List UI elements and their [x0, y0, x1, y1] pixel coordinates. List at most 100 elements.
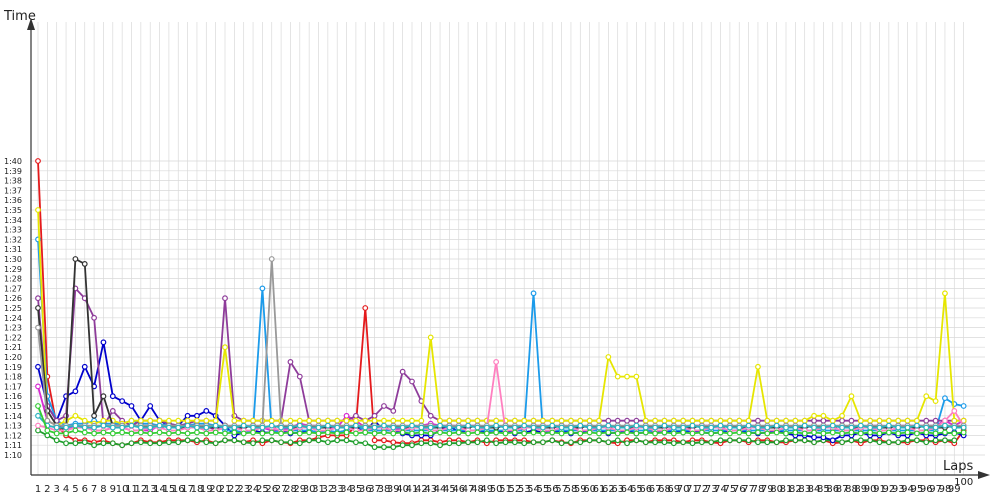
x-tick-label: 55: [537, 484, 550, 495]
data-point: [558, 430, 565, 437]
data-point: [511, 417, 518, 424]
data-point: [577, 430, 584, 437]
x-tick-label: 88: [845, 484, 858, 495]
x-tick-label: 73: [705, 484, 718, 495]
data-point: [268, 422, 275, 429]
x-tick-label: 63: [611, 484, 624, 495]
x-tick-labels: 1 2 3 4 5 6 7 8 9 1011121314151617181920212223242…: [35, 477, 973, 495]
y-tick-label: 1:10: [4, 451, 22, 460]
y-tick-label: 1:19: [4, 363, 22, 372]
series-line: [37, 360, 965, 432]
data-point: [717, 437, 724, 444]
data-point: [268, 437, 275, 444]
data-point: [390, 408, 397, 414]
data-point: [867, 424, 874, 431]
series-line: [37, 405, 964, 435]
data-point: [418, 417, 425, 424]
data-point: [250, 424, 256, 431]
y-tick-label: 1:28: [4, 275, 22, 284]
data-point: [409, 430, 415, 437]
data-point: [792, 429, 799, 436]
data-point: [156, 440, 163, 447]
data-point: [951, 417, 958, 424]
data-point: [437, 422, 443, 429]
data-point: [848, 393, 855, 400]
axes: Time Laps: [3, 9, 990, 479]
data-point: [792, 417, 799, 424]
data-point: [353, 439, 359, 446]
data-point: [727, 437, 733, 444]
data-point: [680, 417, 687, 424]
data-point: [362, 305, 369, 311]
x-tick-label: 83: [798, 484, 811, 495]
data-point: [343, 417, 350, 424]
data-point: [231, 437, 238, 444]
data-point: [306, 424, 313, 431]
data-point: [91, 314, 97, 321]
y-tick-label: 1:23: [4, 324, 22, 333]
data-point: [745, 437, 752, 444]
data-point: [530, 429, 537, 436]
data-point: [764, 424, 771, 431]
data-point: [474, 439, 481, 446]
data-point: [839, 439, 845, 446]
data-point: [558, 440, 565, 447]
data-point: [278, 439, 285, 446]
data-point: [353, 412, 359, 419]
x-tick-label: 18: [191, 484, 204, 495]
data-point: [670, 430, 677, 437]
data-point: [586, 424, 593, 431]
data-point: [63, 440, 69, 447]
data-point: [334, 430, 341, 437]
series-group: [35, 427, 958, 451]
data-point: [848, 424, 855, 431]
data-point: [418, 429, 425, 436]
x-tick-label: 53: [518, 484, 531, 495]
data-point: [184, 430, 191, 437]
data-point: [689, 430, 696, 437]
data-point: [128, 430, 135, 437]
data-point: [250, 429, 256, 436]
data-point: [371, 437, 378, 444]
data-point: [437, 442, 443, 449]
data-point: [165, 430, 172, 437]
data-point: [371, 424, 378, 431]
data-point: [175, 429, 182, 436]
y-tick-label: 1:18: [4, 373, 22, 382]
data-point: [736, 417, 743, 424]
data-point: [820, 412, 827, 419]
x-tick-label: 96: [920, 484, 933, 495]
data-point: [44, 427, 51, 434]
y-tick-label: 1:35: [4, 206, 22, 215]
data-point: [745, 430, 752, 437]
x-tick-label: 92: [882, 484, 895, 495]
data-point: [287, 417, 294, 424]
data-point: [951, 424, 958, 431]
data-point: [596, 430, 602, 437]
data-point: [455, 424, 462, 431]
data-point: [755, 439, 761, 446]
x-tick-label: 74: [714, 484, 727, 495]
data-point: [343, 429, 350, 436]
data-point: [698, 424, 705, 431]
data-point: [474, 417, 481, 424]
data-point: [502, 424, 509, 431]
y-tick-label: 1:32: [4, 235, 22, 244]
data-point: [362, 429, 369, 436]
data-point: [848, 417, 855, 424]
data-point: [455, 417, 462, 424]
data-point: [119, 424, 126, 431]
data-point: [680, 424, 687, 431]
data-point: [904, 417, 911, 424]
data-point: [511, 429, 518, 436]
grid: [31, 22, 985, 475]
data-point: [147, 430, 154, 437]
x-axis-arrow-icon: [978, 471, 990, 479]
data-point: [203, 424, 210, 431]
data-point: [296, 422, 303, 429]
data-point: [876, 430, 883, 437]
data-point: [128, 417, 135, 424]
data-point: [194, 424, 200, 431]
x-tick-label: 5: [72, 484, 78, 495]
